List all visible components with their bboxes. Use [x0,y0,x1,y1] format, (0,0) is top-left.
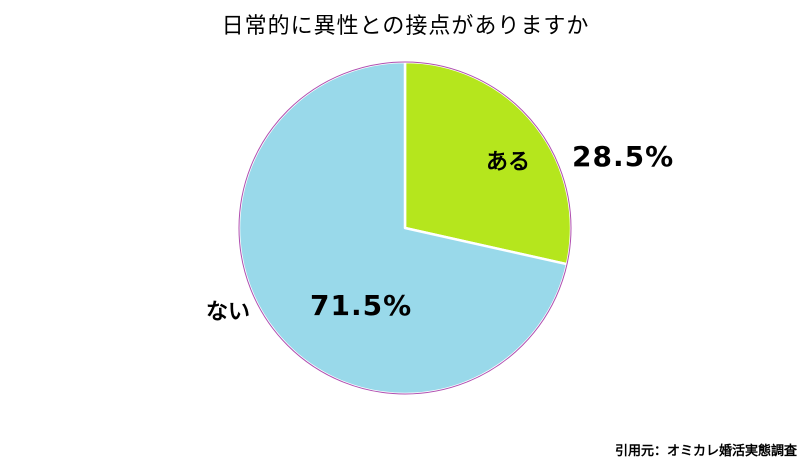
slice-label-aru: ある [486,150,531,175]
slice-value-nai: 71.5% [310,289,413,322]
slice-value-aru: 28.5% [572,140,675,173]
pie-slices [237,60,573,396]
chart-title: 日常的に異性との接点がありますか [221,14,590,39]
slice-label-nai: ない [206,300,251,325]
source-note: 引用元：オミカレ婚活実態調査 [614,444,797,459]
pie-outline [238,61,572,395]
